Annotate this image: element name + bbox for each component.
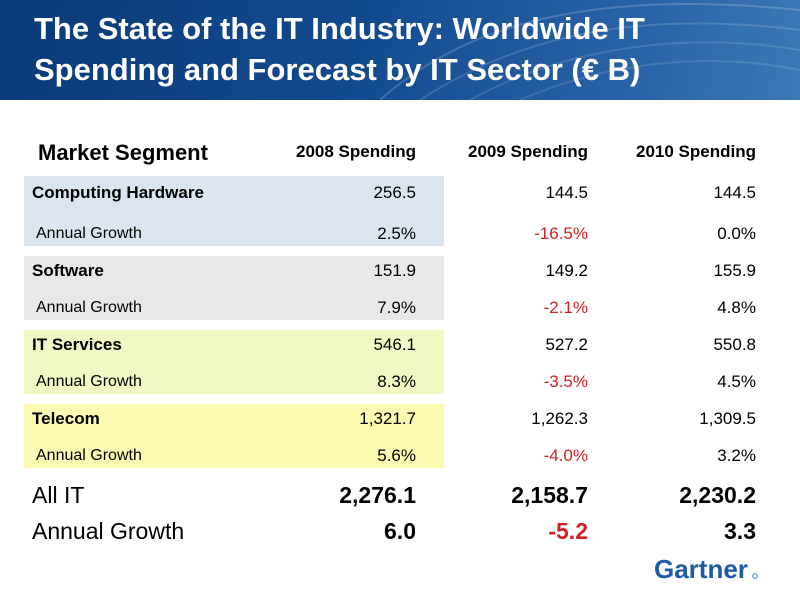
gartner-logo: Gartner	[654, 554, 758, 584]
growth-label: Annual Growth	[36, 225, 142, 242]
value-2008: 151.9	[373, 261, 416, 280]
value-2009: 527.2	[545, 335, 588, 354]
growth-2009: -16.5%	[534, 224, 588, 243]
total-2008: 2,276.1	[339, 482, 416, 508]
value-2009: 149.2	[545, 261, 588, 280]
value-2008: 546.1	[373, 335, 416, 354]
growth-label: Annual Growth	[36, 299, 142, 316]
band-telecom	[24, 404, 444, 468]
header-2008: 2008 Spending	[296, 142, 416, 161]
band-it-services	[24, 330, 444, 394]
total-2009: 2,158.7	[511, 482, 588, 508]
growth-2009: -3.5%	[543, 372, 588, 391]
total-growth-2010: 3.3	[724, 518, 756, 544]
growth-2008: 8.3%	[377, 372, 416, 391]
segment-label: Software	[32, 261, 104, 280]
growth-label: Annual Growth	[36, 373, 142, 390]
growth-2010: 4.8%	[717, 298, 756, 317]
growth-2009: -4.0%	[543, 446, 588, 465]
value-2010: 144.5	[713, 183, 756, 202]
total-label: All IT	[32, 482, 85, 508]
header-2009: 2009 Spending	[468, 142, 588, 161]
growth-2008: 7.9%	[377, 298, 416, 317]
total-2010: 2,230.2	[679, 482, 756, 508]
segment-label: IT Services	[32, 335, 122, 354]
gartner-logo-text: Gartner	[654, 554, 748, 584]
value-2010: 155.9	[713, 261, 756, 280]
value-2009: 1,262.3	[531, 409, 588, 428]
band-computing-hardware	[24, 176, 444, 246]
growth-2010: 4.5%	[717, 372, 756, 391]
title-banner: The State of the IT Industry: Worldwide …	[0, 0, 800, 100]
segment-label: Computing Hardware	[32, 183, 204, 202]
value-2009: 144.5	[545, 183, 588, 202]
segment-label: Telecom	[32, 409, 100, 428]
growth-2008: 5.6%	[377, 446, 416, 465]
page-title: The State of the IT Industry: Worldwide …	[34, 11, 645, 87]
total-growth-2008: 6.0	[384, 518, 416, 544]
value-2010: 550.8	[713, 335, 756, 354]
growth-2010: 0.0%	[717, 224, 756, 243]
header-2010: 2010 Spending	[636, 142, 756, 161]
value-2008: 256.5	[373, 183, 416, 202]
total-growth-2009: -5.2	[548, 518, 588, 544]
band-software	[24, 256, 444, 320]
value-2008: 1,321.7	[359, 409, 416, 428]
growth-2010: 3.2%	[717, 446, 756, 465]
growth-label: Annual Growth	[36, 447, 142, 464]
header-market-segment: Market Segment	[38, 140, 208, 165]
value-2010: 1,309.5	[699, 409, 756, 428]
growth-2009: -2.1%	[543, 298, 588, 317]
total-growth-label: Annual Growth	[32, 518, 185, 544]
growth-2008: 2.5%	[377, 224, 416, 243]
banner-swirl-decoration	[379, 3, 800, 100]
